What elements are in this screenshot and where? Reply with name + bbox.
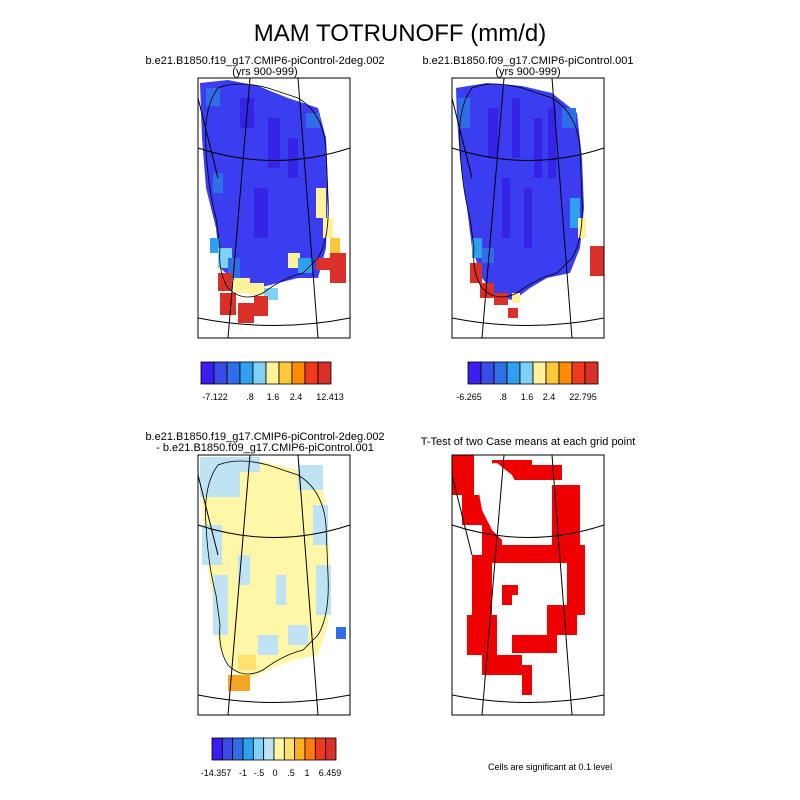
colorbar-swatch [200,361,215,385]
map-case1-frame [197,77,351,339]
colorbar-swatch [252,361,267,385]
map-diff-frame [197,454,351,716]
colorbar-swatch [273,737,285,761]
map-ttest-frame [451,454,605,716]
map-case1 [197,77,351,339]
colorbar-swatch [532,361,547,385]
colorbar-swatch [283,737,296,761]
map-case2-frame [451,77,605,339]
colorbar-swatch [242,737,254,761]
colorbar-swatch [211,737,223,761]
colorbar-swatch [467,361,482,385]
cb1-label-0: -7.122 [202,392,228,402]
panel-title-case2-line1: b.e21.B1850.f09_g17.CMIP6-piControl.001 [422,55,634,67]
cb3-label-1: -1 [238,768,248,778]
cb2-label-4: 22.795 [569,392,597,402]
cb3-label-4: .5 [287,768,295,778]
colorbar-swatch [571,361,586,385]
cb1-label-4: 12.413 [316,392,344,402]
colorbar-swatch [317,361,332,385]
map-case2 [451,77,605,339]
colorbar-swatch [226,361,241,385]
colorbar-swatch [325,737,337,761]
cb2-label-2: 1.6 [520,392,534,402]
cb3-label-3: 0 [272,768,278,778]
colorbar-swatch [545,361,560,385]
map-case2-coastline [459,83,583,298]
colorbar-swatch [239,361,254,385]
colorbar-swatch [265,361,280,385]
map-diff-coastline [205,460,329,675]
colorbar-swatch [252,737,265,761]
panel-title-case2: b.e21.B1850.f09_g17.CMIP6-piControl.001 … [388,56,668,78]
cb3-label-6: 6.459 [318,768,342,778]
cb2-label-3: 2.4 [542,392,556,402]
colorbar-swatch [506,361,521,385]
significance-note: Cells are significant at 0.1 level [488,762,613,772]
map-diff-cells [200,457,346,691]
cb3-label-0: -14.357 [200,768,232,778]
colorbar-swatch [291,361,306,385]
colorbar-swatch [519,361,534,385]
colorbar-diff [211,737,337,761]
colorbar-swatch [278,361,293,385]
colorbar-swatch [584,361,599,385]
colorbar-swatch [213,361,228,385]
panel-title-diff-line2: - b.e21.B1850.f09_g17.CMIP6-piControl.00… [156,442,374,454]
cb2-label-0: -6.265 [456,392,482,402]
panel-title-case2-line2: (yrs 900-999) [495,66,561,78]
colorbar-swatch [232,737,244,761]
colorbar-swatch [304,361,319,385]
colorbar-swatch [294,737,306,761]
cb3-label-2: -.5 [253,768,265,778]
map-diff [197,454,351,716]
colorbar-swatch [314,737,327,761]
figure-title: MAM TOTRUNOFF (mm/d) [253,20,547,47]
panel-title-case1-line1: b.e21.B1850.f19_g17.CMIP6-piControl-2deg… [145,55,385,67]
cb1-label-1: .8 [246,392,254,402]
colorbar-swatch [263,737,275,761]
panel-title-ttest: T-Test of two Case means at each grid po… [388,437,668,448]
map-ttest-cells [452,455,585,695]
colorbar-case2 [467,361,599,385]
cb2-label-1: .8 [499,392,507,402]
map-case2-cells [456,83,604,318]
panel-title-diff-line1: b.e21.B1850.f19_g17.CMIP6-piControl-2deg… [145,431,385,443]
colorbar-swatch [480,361,495,385]
cb1-label-3: 2.4 [289,392,303,402]
colorbar-swatch [304,737,316,761]
panel-title-ttest-line1: T-Test of two Case means at each grid po… [420,436,636,448]
colorbar-swatch [493,361,508,385]
panel-title-diff: b.e21.B1850.f19_g17.CMIP6-piControl-2deg… [125,432,405,454]
map-case1-coastline [205,83,329,298]
colorbar-swatch [558,361,573,385]
colorbar-swatch [221,737,234,761]
panel-title-case1-line2: (yrs 900-999) [232,66,298,78]
map-ttest [451,454,605,716]
colorbar-case1 [200,361,332,385]
cb3-label-5: 1 [304,768,310,778]
panel-title-case1: b.e21.B1850.f19_g17.CMIP6-piControl-2deg… [125,56,405,78]
cb1-label-2: 1.6 [266,392,280,402]
